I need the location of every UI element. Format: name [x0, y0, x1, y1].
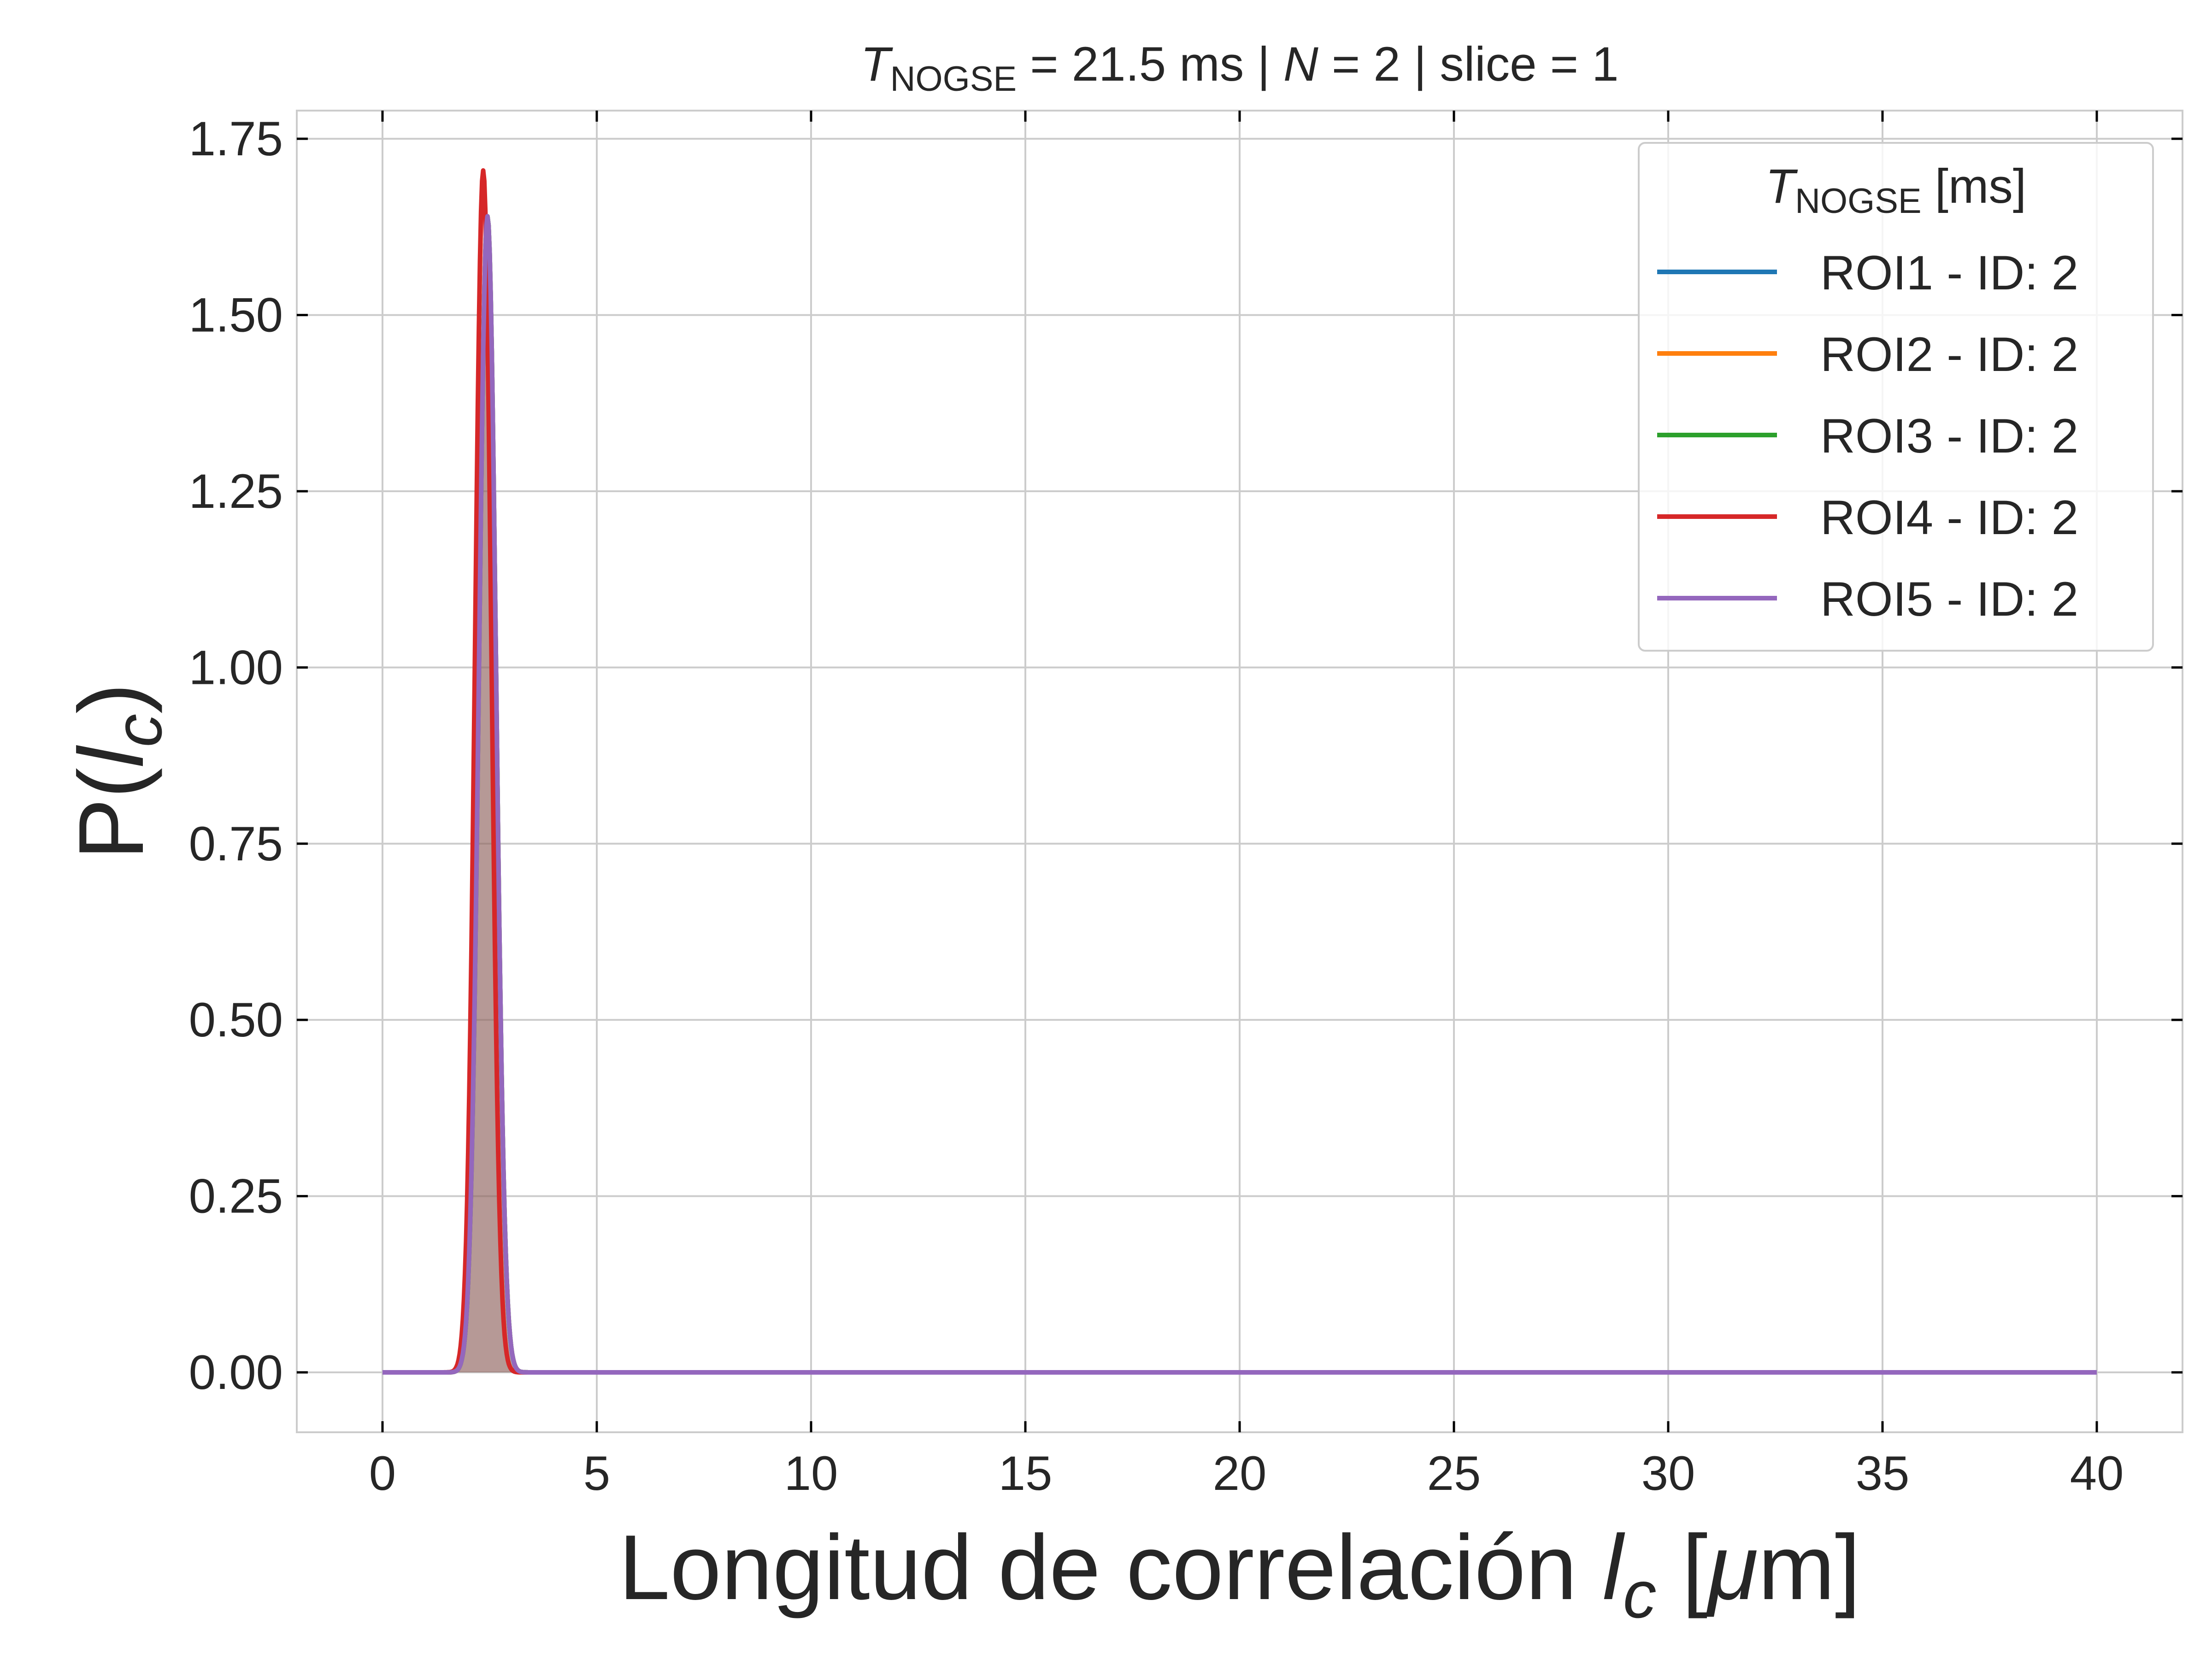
- legend-title-subscript: NOGSE: [1795, 182, 1922, 221]
- y-tick-label: 0.50: [189, 993, 283, 1047]
- ylabel-symbol: l: [60, 745, 163, 768]
- x-tick-label: 10: [784, 1447, 838, 1500]
- ylabel-close: ): [60, 683, 163, 714]
- series-line-roi5: [381, 214, 2098, 1375]
- legend-label-roi1: ROI1 - ID: 2: [1820, 246, 2078, 300]
- x-tick-label: 40: [2070, 1447, 2124, 1500]
- xlabel-text: Longitud de correlación: [619, 1516, 1603, 1619]
- x-tick-label: 15: [999, 1447, 1053, 1500]
- y-tick-label: 1.00: [189, 641, 283, 694]
- x-axis-label: Longitud de correlación lc [μm]: [619, 1516, 1861, 1632]
- x-tick-label: 25: [1427, 1447, 1481, 1500]
- legend-label-roi2: ROI2 - ID: 2: [1820, 328, 2078, 382]
- series-layer: [381, 168, 2098, 1375]
- x-tick-label: 5: [583, 1447, 610, 1500]
- xlabel-symbol: l: [1602, 1516, 1625, 1619]
- ylabel-subscript: c: [101, 714, 176, 747]
- legend-title: TNOGSE [ms]: [1765, 159, 2026, 221]
- legend-title-symbol: T: [1765, 159, 1798, 213]
- tick-marks: [297, 111, 2183, 1432]
- xlabel-subscript: c: [1623, 1557, 1657, 1632]
- legend: TNOGSE [ms] ROI1 - ID: 2 ROI2 - ID: 2 ROI3…: [1638, 142, 2154, 652]
- x-tick-label: 35: [1856, 1447, 1910, 1500]
- xlabel-unit-open: [: [1656, 1516, 1707, 1619]
- x-tick-label: 30: [1641, 1447, 1695, 1500]
- y-tick-label: 1.50: [189, 288, 283, 342]
- y-axis-label: P(lc): [60, 683, 176, 860]
- y-tick-label: 0.25: [189, 1170, 283, 1224]
- y-tick-label: 1.75: [189, 112, 283, 166]
- legend-label-roi3: ROI3 - ID: 2: [1820, 409, 2078, 463]
- x-tick-label: 0: [369, 1447, 396, 1500]
- legend-title-rest: [ms]: [1922, 159, 2026, 213]
- chart-title: TNOGSE = 21.5 ms | N = 2 | slice = 1: [860, 37, 1618, 99]
- y-tick-label: 0.00: [189, 1346, 283, 1400]
- tick-labels: 0 5 10 15 20 25 30 35 40 0.00 0.25 0.50 0.75 1.00 1.25…: [189, 112, 2124, 1500]
- legend-entries: ROI1 - ID: 2 ROI2 - ID: 2 ROI3 - ID: 2 ROI4…: [1657, 246, 2078, 626]
- title-t-subscript: NOGSE: [890, 59, 1017, 99]
- title-part-1: = 21.5 ms |: [1017, 37, 1283, 91]
- x-tick-label: 20: [1213, 1447, 1267, 1500]
- title-t-symbol: T: [860, 37, 893, 91]
- xlabel-unit-mu: μ: [1706, 1516, 1759, 1619]
- y-tick-label: 0.75: [189, 817, 283, 871]
- legend-label-roi5: ROI5 - ID: 2: [1820, 572, 2078, 626]
- y-tick-label: 1.25: [189, 465, 283, 518]
- ylabel-text: P(: [60, 768, 163, 860]
- xlabel-unit-close: m]: [1758, 1516, 1860, 1619]
- title-part-2: = 2 | slice = 1: [1318, 37, 1619, 91]
- legend-label-roi4: ROI4 - ID: 2: [1820, 491, 2078, 545]
- title-n-symbol: N: [1283, 37, 1318, 91]
